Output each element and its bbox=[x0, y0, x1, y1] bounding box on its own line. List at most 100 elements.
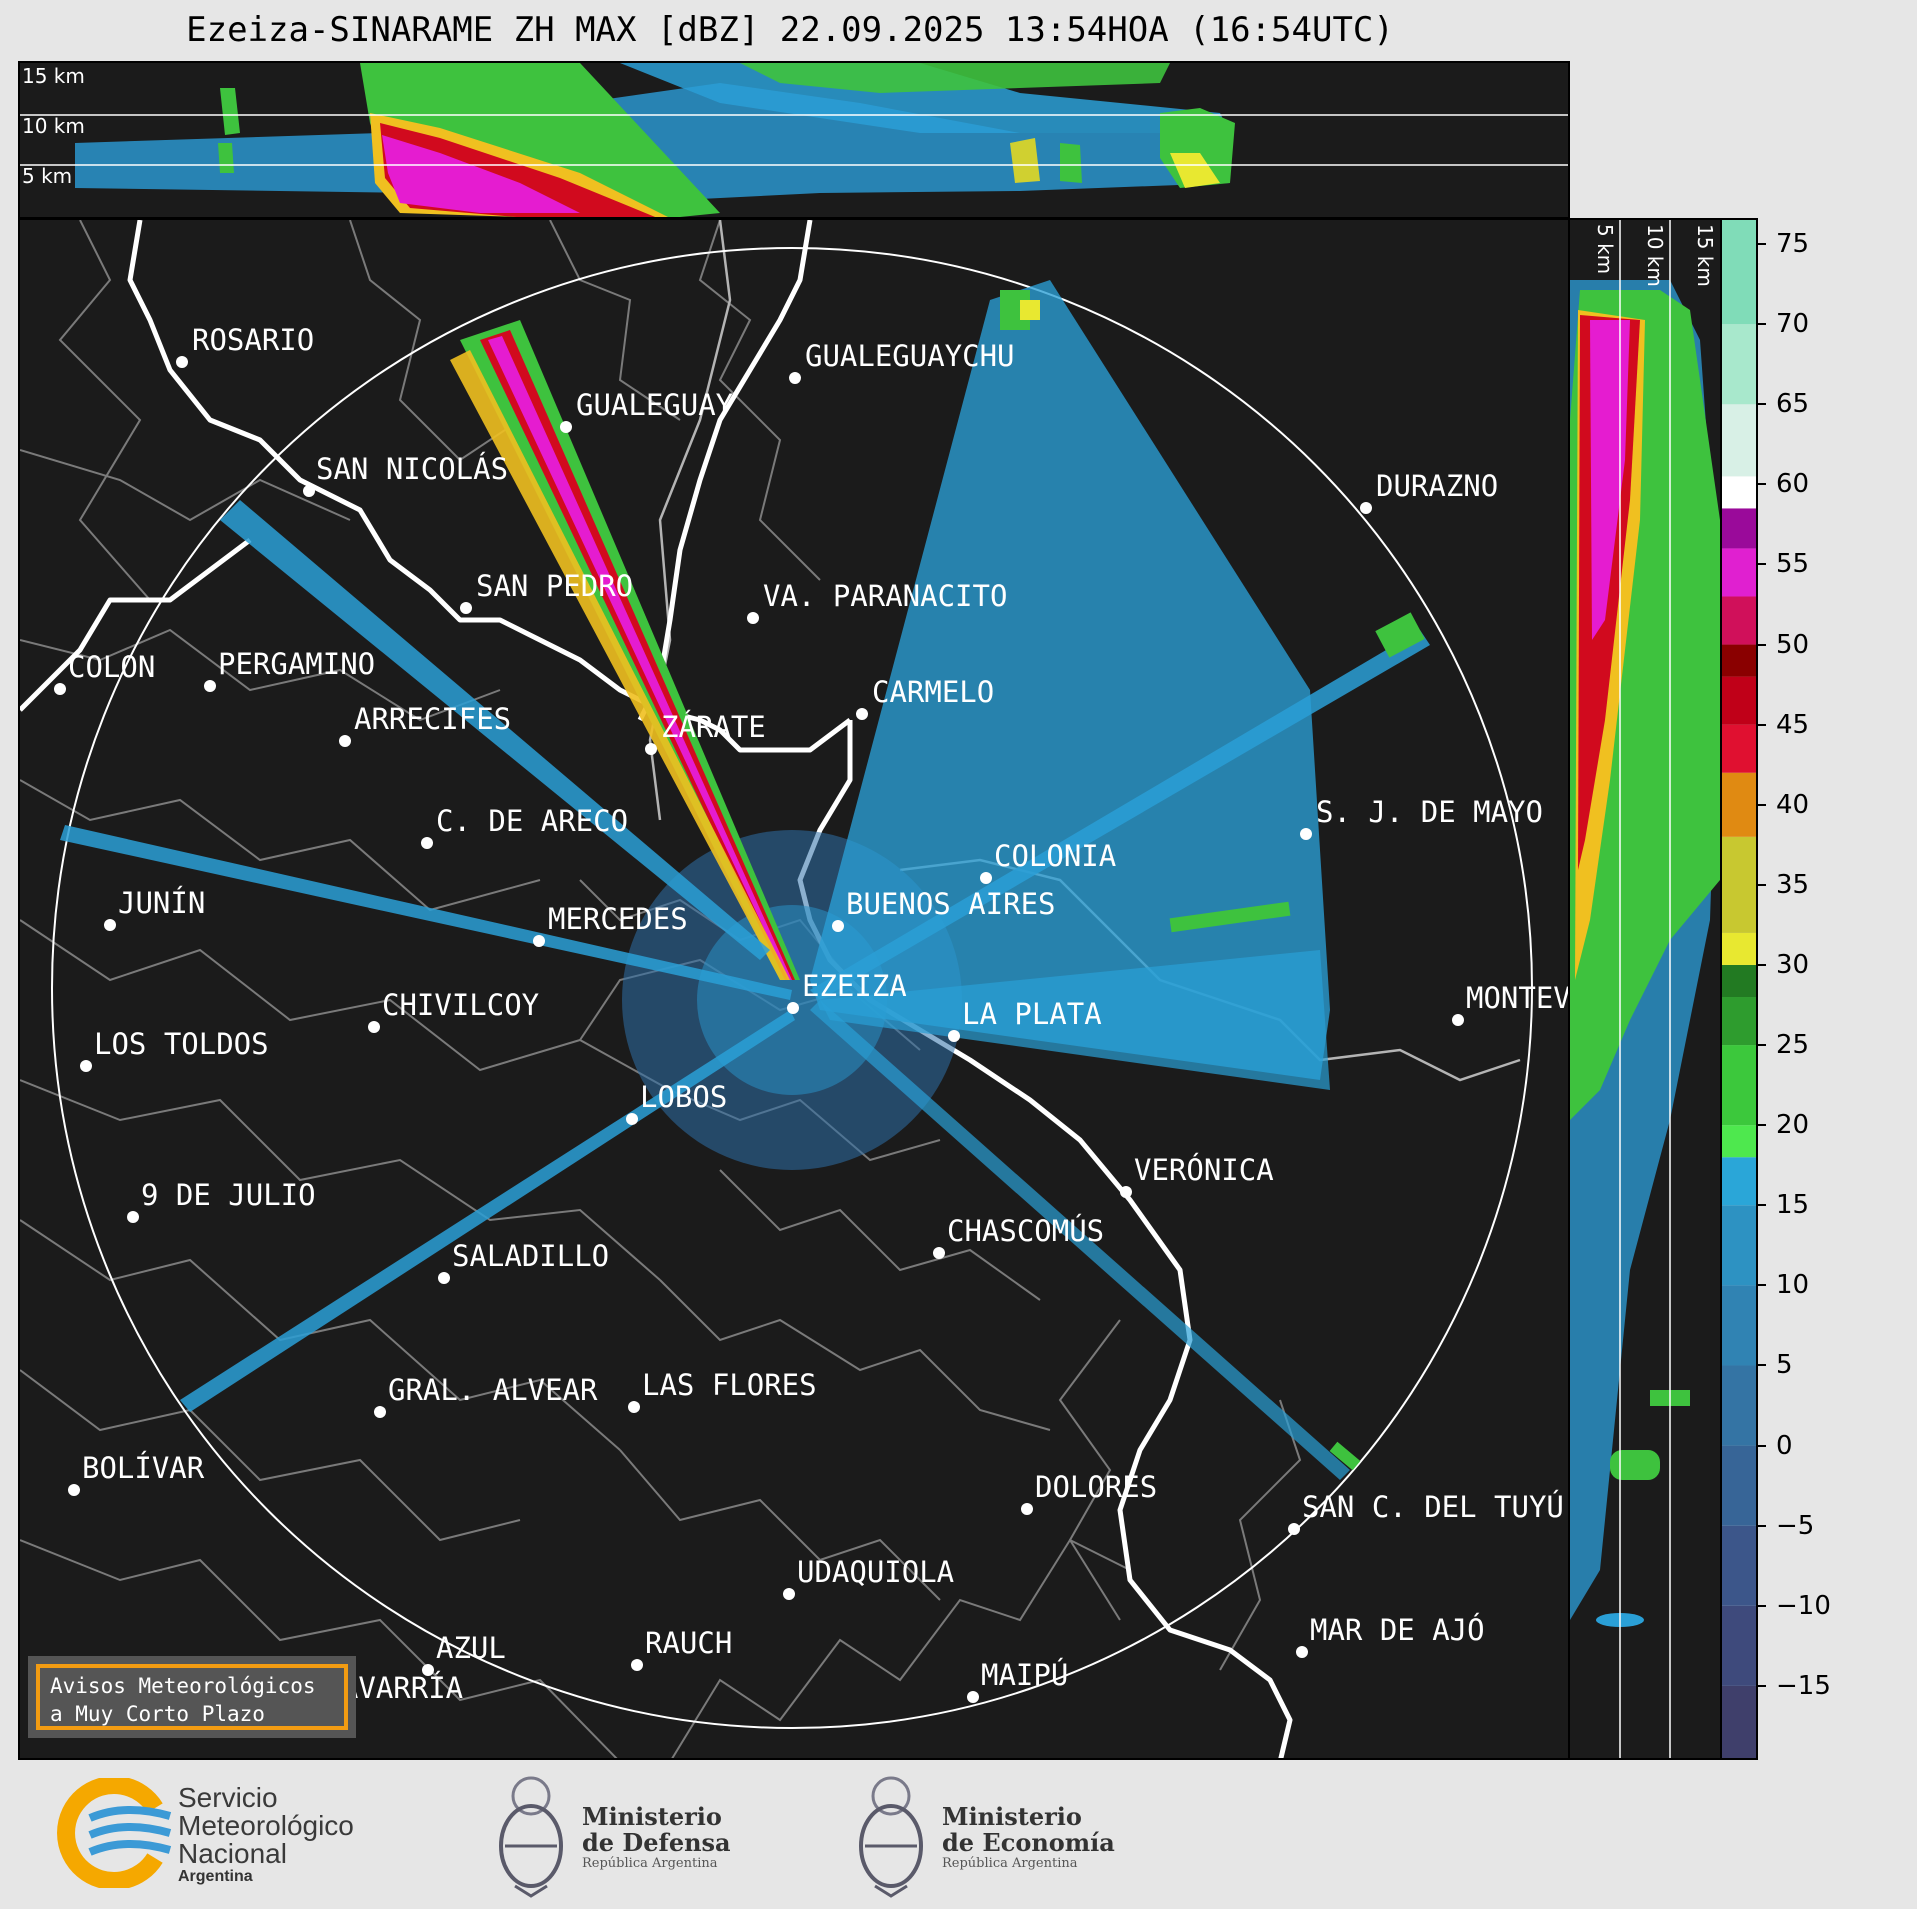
colorbar-tick-mark bbox=[1758, 483, 1766, 486]
city-zarate: ZÁRATE bbox=[645, 710, 766, 755]
svg-text:ROSARIO: ROSARIO bbox=[192, 323, 314, 357]
colorbar-band bbox=[1722, 836, 1756, 933]
colorbar-tick-mark bbox=[1758, 563, 1766, 566]
city-c-de-areco: C. DE ARECO bbox=[421, 804, 628, 849]
city-san-nicolas: SAN NICOLÁS bbox=[303, 452, 508, 497]
svg-text:LAS FLORES: LAS FLORES bbox=[642, 1368, 817, 1402]
colorbar-band bbox=[1722, 1445, 1756, 1526]
radar-map: ROSARIO GUALEGUAYCHU GUALEGUAY SAN NICOL… bbox=[20, 220, 1570, 1758]
city-junin: JUNÍN bbox=[104, 886, 205, 931]
colorbar-tick-mark bbox=[1758, 1444, 1766, 1447]
svg-text:BUENOS AIRES: BUENOS AIRES bbox=[846, 887, 1056, 921]
colorbar-tick-label: 30 bbox=[1776, 949, 1810, 980]
colorbar-tick-label: 50 bbox=[1776, 629, 1810, 660]
defensa-line2: de Defensa bbox=[582, 1828, 731, 1857]
colorbar-band bbox=[1722, 476, 1756, 509]
colorbar-band bbox=[1722, 676, 1756, 725]
svg-text:C. DE ARECO: C. DE ARECO bbox=[436, 804, 628, 838]
svg-text:AZUL: AZUL bbox=[436, 1631, 506, 1665]
svg-text:LA PLATA: LA PLATA bbox=[962, 997, 1102, 1031]
city-rauch: RAUCH bbox=[631, 1626, 732, 1671]
colorbar-tick-label: 45 bbox=[1776, 709, 1810, 740]
city-gral-alvear: GRAL. ALVEAR bbox=[374, 1373, 598, 1418]
colorbar-tick-label: −15 bbox=[1776, 1670, 1831, 1701]
city-maipu: MAIPÚ bbox=[967, 1658, 1068, 1703]
colorbar-band bbox=[1722, 1125, 1756, 1158]
svg-text:MAR DE AJÓ: MAR DE AJÓ bbox=[1310, 1613, 1485, 1647]
colorbar-band bbox=[1722, 932, 1756, 965]
svg-text:EZEIZA: EZEIZA bbox=[802, 969, 907, 1003]
radar-map-panel[interactable]: ROSARIO GUALEGUAYCHU GUALEGUAY SAN NICOL… bbox=[18, 218, 1570, 1760]
city-colon: COLON bbox=[54, 650, 155, 695]
economia-line1: Ministerio bbox=[942, 1802, 1082, 1831]
colorbar-tick-mark bbox=[1758, 403, 1766, 406]
range-ring bbox=[51, 247, 1533, 1729]
colorbar-tick-mark bbox=[1758, 1604, 1766, 1607]
city-s-j-de-mayo: S. J. DE MAYO bbox=[1300, 795, 1543, 840]
svg-text:PERGAMINO: PERGAMINO bbox=[218, 647, 375, 681]
city-arrecifes: ARRECIFES bbox=[339, 702, 511, 747]
avisos-badge-inner[interactable]: Avisos Meteorológicos a Muy Corto Plazo bbox=[36, 1664, 348, 1730]
svg-text:SAN NICOLÁS: SAN NICOLÁS bbox=[316, 452, 508, 486]
svg-text:JUNÍN: JUNÍN bbox=[118, 886, 205, 920]
svg-text:VA. PARANACITO: VA. PARANACITO bbox=[763, 579, 1007, 613]
colorbar-tick-mark bbox=[1758, 323, 1766, 326]
alt-label-5km: 5 km bbox=[22, 164, 72, 188]
svg-text:MONTEVIDEO: MONTEVIDEO bbox=[1466, 981, 1570, 1015]
colorbar-tick-label: 15 bbox=[1776, 1190, 1810, 1221]
city-saladillo: SALADILLO bbox=[438, 1239, 609, 1284]
svg-text:SAN C. DEL TUYÚ: SAN C. DEL TUYÚ bbox=[1302, 1490, 1564, 1524]
side-alt-label-10km: 10 km bbox=[1643, 224, 1667, 287]
colorbar-band bbox=[1722, 1365, 1756, 1446]
svg-text:RAUCH: RAUCH bbox=[645, 1626, 732, 1660]
colorbar-band bbox=[1722, 1205, 1756, 1286]
avisos-line2: a Muy Corto Plazo bbox=[50, 1702, 265, 1726]
svg-text:CHIVILCOY: CHIVILCOY bbox=[382, 988, 539, 1022]
city-la-plata: LA PLATA bbox=[948, 997, 1102, 1042]
colorbar-band bbox=[1722, 724, 1756, 773]
svg-text:CARMELO: CARMELO bbox=[872, 675, 994, 709]
alt-label-15km: 15 km bbox=[22, 64, 85, 88]
colorbar-band bbox=[1722, 1285, 1756, 1366]
city-chascomus: CHASCOMÚS bbox=[933, 1214, 1104, 1259]
colorbar-tick-mark bbox=[1758, 1044, 1766, 1047]
colorbar-tick-mark bbox=[1758, 1684, 1766, 1687]
svg-text:COLONIA: COLONIA bbox=[994, 839, 1116, 873]
svg-text:DOLORES: DOLORES bbox=[1035, 1470, 1157, 1504]
city-lobos: LOBOS bbox=[626, 1080, 727, 1125]
colorbar-band bbox=[1722, 1157, 1756, 1206]
side-alt-label-5km: 5 km bbox=[1593, 224, 1617, 274]
city-rosario: ROSARIO bbox=[176, 323, 314, 368]
economia-line3: República Argentina bbox=[942, 1856, 1078, 1871]
top-cross-section-panel: 15 km 10 km 5 km bbox=[18, 61, 1570, 219]
colorbar-band bbox=[1722, 964, 1756, 998]
city-markers: ROSARIO GUALEGUAYCHU GUALEGUAY SAN NICOL… bbox=[54, 323, 1570, 1716]
side-alt-label-15km: 15 km bbox=[1693, 224, 1717, 287]
colorbar-tick-mark bbox=[1758, 1284, 1766, 1287]
colorbar-band bbox=[1722, 644, 1756, 677]
svg-text:VERÓNICA: VERÓNICA bbox=[1134, 1153, 1274, 1187]
city-veronica: VERÓNICA bbox=[1120, 1153, 1274, 1198]
city-san-c-del-tuyu: SAN C. DEL TUYÚ bbox=[1288, 1490, 1564, 1535]
colorbar-tick-label: 55 bbox=[1776, 549, 1810, 580]
colorbar-tick-label: 70 bbox=[1776, 309, 1810, 340]
colorbar-tick-label: −10 bbox=[1776, 1590, 1831, 1621]
colorbar-tick-label: −5 bbox=[1776, 1510, 1815, 1541]
city-azul: AZUL bbox=[422, 1631, 506, 1676]
avisos-badge[interactable]: Avisos Meteorológicos a Muy Corto Plazo bbox=[28, 1656, 356, 1738]
svg-text:LOBOS: LOBOS bbox=[640, 1080, 727, 1114]
city-los-toldos: LOS TOLDOS bbox=[80, 1027, 269, 1072]
colorbar-band bbox=[1722, 508, 1756, 549]
city-mar-de-ajo: MAR DE AJÓ bbox=[1296, 1613, 1485, 1658]
colorbar-band bbox=[1722, 596, 1756, 645]
city-durazno: DURAZNO bbox=[1360, 469, 1498, 514]
colorbar-tick-label: 35 bbox=[1776, 869, 1810, 900]
top-cross-section-plot: 15 km 10 km 5 km bbox=[20, 63, 1568, 217]
svg-text:MAIPÚ: MAIPÚ bbox=[981, 1658, 1068, 1692]
chart-title: Ezeiza-SINARAME ZH MAX [dBZ] 22.09.2025 … bbox=[186, 10, 1394, 50]
colorbar-tick-mark bbox=[1758, 883, 1766, 886]
economia-coat-of-arms-icon bbox=[859, 1776, 923, 1898]
defensa-coat-of-arms-icon bbox=[499, 1776, 563, 1898]
colorbar-band bbox=[1722, 772, 1756, 837]
city-montevideo: MONTEVIDEO bbox=[1452, 981, 1570, 1026]
